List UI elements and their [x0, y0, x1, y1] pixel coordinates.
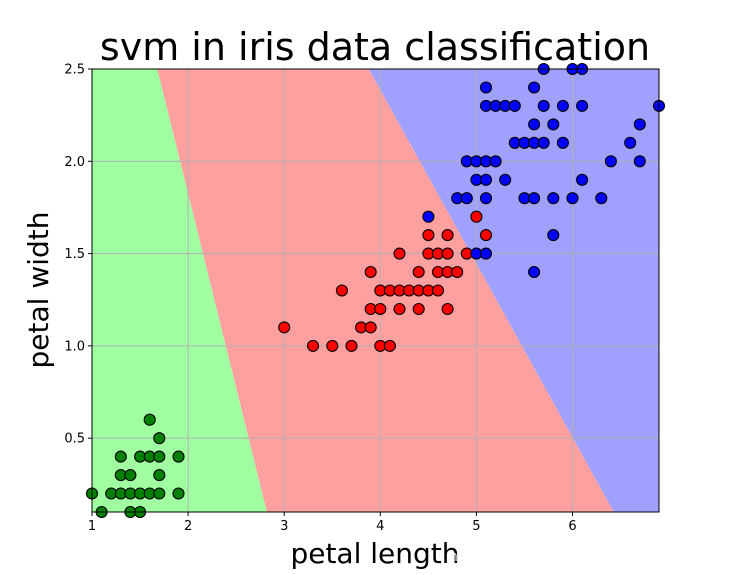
data-point: [547, 118, 560, 131]
data-point: [114, 450, 127, 463]
data-point: [556, 136, 569, 149]
data-point: [441, 247, 454, 260]
data-point: [547, 192, 560, 205]
data-point: [479, 192, 493, 205]
data-point: [451, 265, 464, 279]
data-point: [528, 192, 541, 205]
x-axis-label: petal length: [290, 537, 459, 570]
data-point: [479, 173, 493, 186]
data-point: [528, 81, 541, 94]
chart-title: svm in iris data classification: [100, 25, 650, 69]
data-point: [547, 229, 560, 242]
data-point: [633, 118, 646, 131]
data-point: [528, 265, 541, 279]
data-point: [537, 136, 550, 149]
series-2: [422, 62, 666, 279]
x-tick-label: 5: [472, 519, 480, 534]
data-point: [345, 339, 358, 352]
y-tick-label: 2.0: [64, 155, 85, 170]
data-point: [124, 469, 137, 482]
data-point: [278, 321, 291, 334]
axes-frame: [91, 68, 660, 513]
data-point: [153, 432, 166, 445]
data-point: [393, 247, 406, 260]
data-point: [470, 210, 483, 223]
x-tick-label: 1: [88, 519, 96, 534]
data-point: [556, 99, 569, 112]
x-tick-label: 4: [376, 519, 384, 534]
data-point: [576, 99, 589, 112]
data-point: [479, 81, 493, 94]
data-point: [489, 155, 502, 168]
data-point: [595, 192, 608, 205]
data-point: [412, 302, 425, 316]
y-tick-label: 0.5: [64, 432, 85, 447]
x-tick-label: 6: [568, 519, 576, 534]
data-point: [566, 192, 579, 205]
data-point: [335, 284, 348, 297]
series-1: [278, 210, 493, 352]
data-point: [306, 339, 320, 352]
data-point: [422, 229, 435, 242]
y-tick-label: 2.5: [64, 63, 85, 78]
plot-area: 1 2 3 4 5 6 0.5 1.0 1.5 2.0 2.5: [64, 62, 666, 534]
data-point: [153, 450, 166, 463]
data-point: [508, 99, 521, 112]
series-0: [85, 413, 185, 519]
y-tick-label: 1.0: [64, 339, 85, 354]
data-point: [441, 229, 454, 242]
data-point: [153, 487, 166, 500]
data-point: [499, 173, 512, 186]
data-point: [172, 450, 185, 463]
data-point: [143, 413, 156, 426]
data-point: [576, 173, 589, 186]
data-point: [479, 229, 493, 242]
data-point: [364, 265, 377, 279]
y-tick-label: 1.5: [64, 247, 85, 262]
x-tick-label: 2: [184, 519, 192, 534]
data-point: [153, 469, 166, 482]
region-setosa: [92, 69, 267, 512]
data-point: [412, 265, 425, 279]
data-point: [528, 118, 541, 131]
data-point: [431, 284, 445, 297]
watermark: https://blog.csdn.net/weixin_40973138: [449, 549, 722, 565]
data-point: [624, 136, 637, 149]
data-point: [460, 192, 473, 205]
data-point: [393, 302, 406, 316]
data-point: [364, 321, 377, 334]
data-point: [383, 339, 396, 352]
data-point: [326, 339, 339, 352]
data-point: [422, 210, 435, 223]
data-point: [537, 99, 550, 112]
x-tick-label: 3: [280, 519, 288, 534]
data-point: [441, 302, 454, 316]
data-point: [172, 487, 185, 500]
data-point: [479, 247, 493, 260]
data-point: [604, 155, 617, 168]
y-axis-label: petal width: [22, 212, 55, 369]
data-point: [374, 302, 387, 316]
data-point: [633, 155, 646, 168]
